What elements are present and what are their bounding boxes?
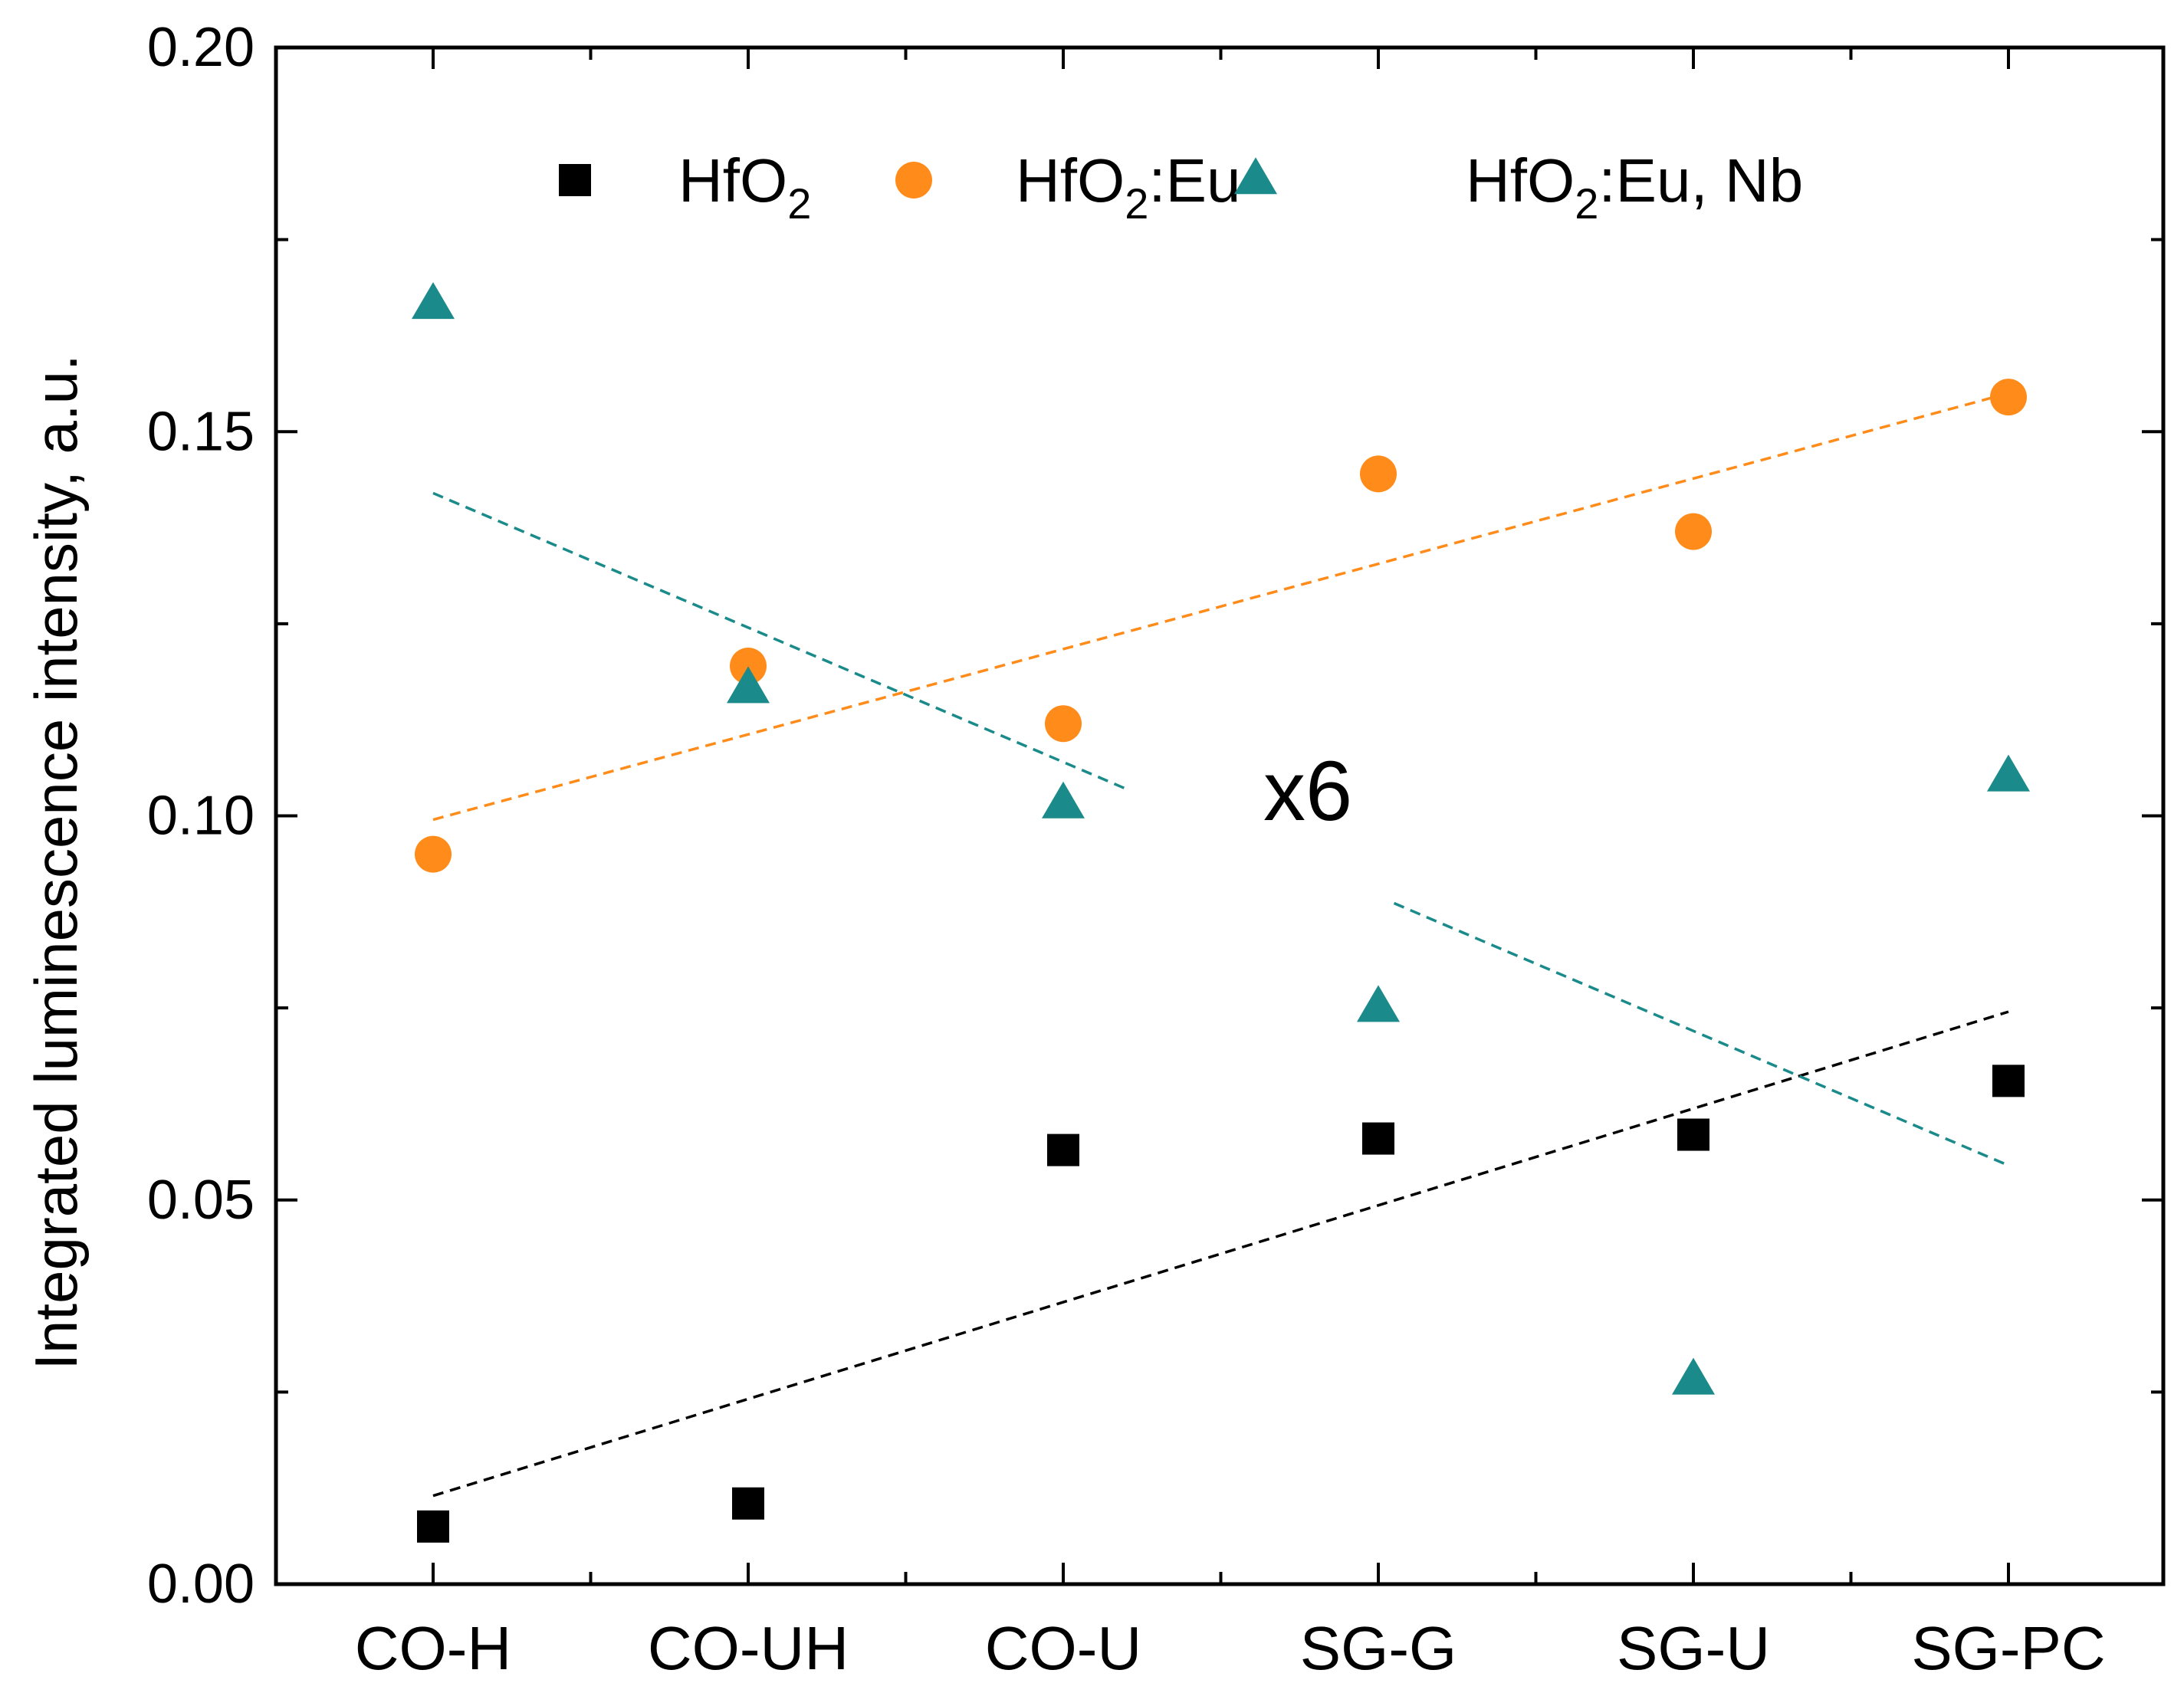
x-tick-label-sg-pc: SG-PC — [1911, 1614, 2105, 1682]
plot-frame — [274, 45, 2166, 1586]
legend: HfO2 HfO2:Eu HfO2:Eu, Nb — [559, 146, 1803, 228]
legend-marker-triangle — [1234, 157, 1277, 195]
trend-line — [432, 1010, 2009, 1498]
data-point-circle — [415, 835, 452, 873]
trend-line — [432, 491, 1127, 791]
data-point-circle — [1045, 705, 1082, 743]
axis-ticks: 0.00 0.05 0.10 0.15 0.20 CO-H CO-UH CO-U SG-G SG-… — [147, 17, 2163, 1682]
x-tick-label-sg-u: SG-U — [1617, 1614, 1770, 1682]
data-point-square — [1362, 1122, 1394, 1155]
trend-lines — [432, 392, 2009, 1498]
y-tick-label: 0.00 — [147, 1553, 255, 1615]
legend-marker-square — [559, 164, 591, 196]
trend-line — [1393, 901, 2009, 1167]
data-point-triangle — [1357, 985, 1400, 1022]
data-point-circle — [730, 648, 767, 685]
x-tick-label-sg-g: SG-G — [1300, 1614, 1457, 1682]
y-tick-label: 0.20 — [147, 17, 255, 78]
legend-label: HfO2:Eu, Nb — [1466, 146, 1803, 228]
annotation-x6: x6 — [1263, 744, 1352, 838]
data-points — [412, 282, 2030, 1543]
data-point-circle — [1990, 379, 2027, 416]
legend-label: HfO2 — [678, 146, 811, 228]
data-point-circle — [1675, 513, 1712, 550]
data-point-square — [1992, 1065, 2025, 1097]
data-point-triangle — [412, 282, 455, 320]
data-point-triangle — [1042, 781, 1085, 819]
data-point-triangle — [1672, 1357, 1715, 1395]
y-axis-label: Integrated luminescence intensity, a.u. — [22, 354, 90, 1370]
data-point-square — [1677, 1118, 1709, 1151]
data-point-triangle — [1987, 754, 2030, 792]
legend-marker-circle — [895, 162, 932, 198]
legend-label: HfO2:Eu — [1016, 146, 1240, 228]
y-tick-label: 0.15 — [147, 401, 255, 462]
trend-line — [432, 392, 2009, 822]
data-point-square — [732, 1487, 764, 1520]
data-point-circle — [1360, 455, 1397, 493]
y-tick-label: 0.10 — [147, 786, 255, 847]
data-point-square — [1047, 1134, 1079, 1166]
x-tick-label-co-h: CO-H — [355, 1614, 511, 1682]
x-tick-label-co-uh: CO-UH — [648, 1614, 849, 1682]
y-tick-label: 0.05 — [147, 1170, 255, 1231]
x-tick-label-co-u: CO-U — [985, 1614, 1141, 1682]
data-point-square — [417, 1510, 449, 1543]
data-point-triangle — [727, 666, 770, 704]
